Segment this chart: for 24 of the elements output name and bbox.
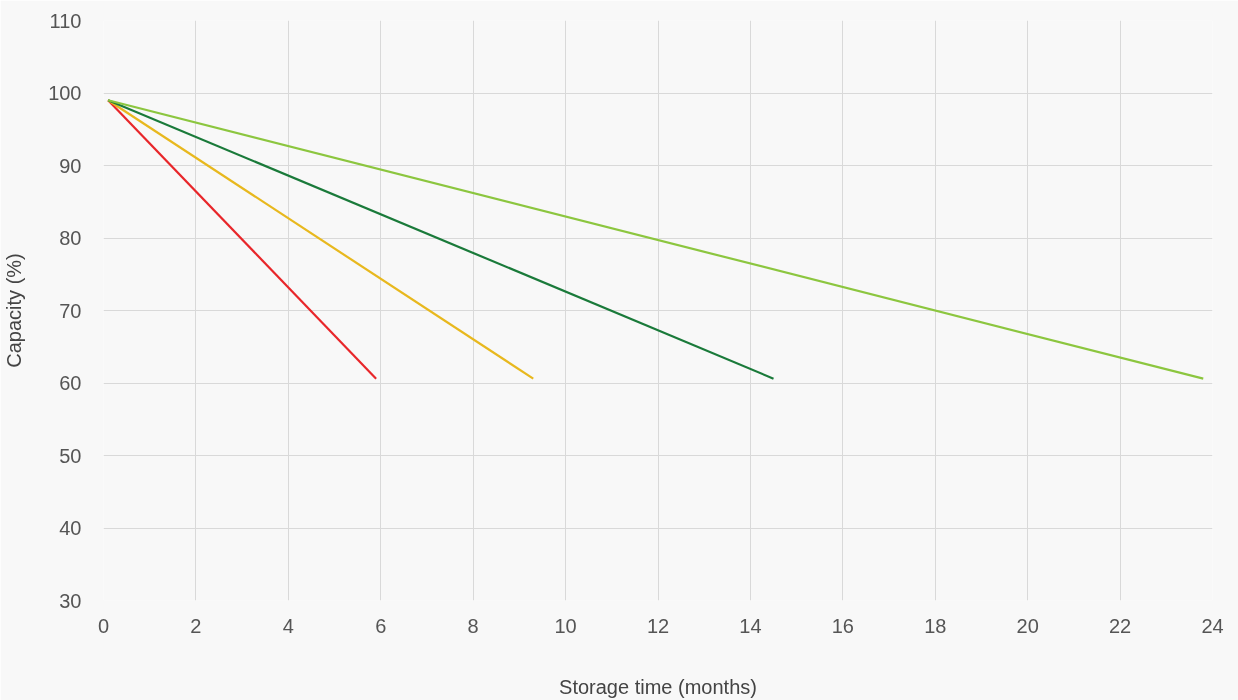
y-tick-label: 90 [59,154,82,177]
x-tick-label: 14 [739,614,762,637]
y-tick-label: 70 [59,299,82,322]
x-axis-title: Storage time (months) [559,675,757,698]
y-axis-title: Capacity (%) [3,253,26,368]
x-tick-label: 2 [190,614,202,637]
x-tick-label: 8 [467,614,479,637]
y-tick-label: 50 [59,444,82,467]
x-tick-label: 18 [924,614,947,637]
y-tick-label: 100 [48,82,82,104]
x-tick-label: 20 [1016,614,1039,637]
y-tick-label: 40 [59,517,82,539]
x-tick-label: 4 [282,614,294,637]
y-tick-label: 110 [49,9,82,32]
x-tick-label: 6 [375,614,387,637]
x-tick-label: 24 [1201,614,1224,637]
x-tick-label: 10 [554,614,577,637]
x-tick-label: 22 [1108,614,1132,637]
y-tick-label: 80 [59,227,82,249]
y-tick-label: 60 [59,372,82,394]
x-tick-label: 16 [831,614,854,637]
y-tick-label: 30 [59,589,82,612]
x-tick-label: 0 [97,614,110,637]
x-tick-label: 12 [646,614,670,637]
